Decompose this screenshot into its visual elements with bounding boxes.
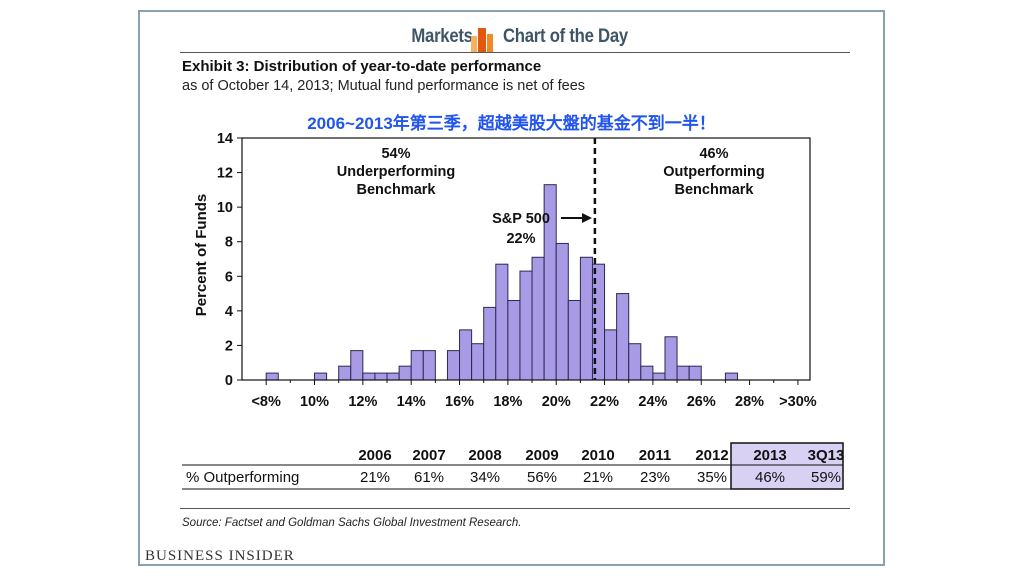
y-tick-label: 12 xyxy=(217,166,233,182)
histogram-bar xyxy=(640,365,654,381)
table-year-header: 2006 xyxy=(358,447,391,464)
x-tick-label: 12% xyxy=(348,394,377,410)
exhibit-title: Exhibit 3: Distribution of year-to-date … xyxy=(182,58,542,75)
table-year-header: 2008 xyxy=(468,447,501,464)
table-year-header: 2011 xyxy=(639,447,672,464)
chinese-annotation: 2006~2013年第三季，超越美股大盤的基金不到一半！ xyxy=(307,114,716,133)
y-tick-label: 10 xyxy=(217,200,233,216)
business-insider-logo: BUSINESS INSIDER xyxy=(145,548,295,564)
x-tick-label: 22% xyxy=(590,394,619,410)
x-tick-label: 20% xyxy=(542,394,571,410)
histogram-bar xyxy=(579,256,593,381)
chart-frame: Markets Chart of the Day Exhibit 3: Dist… xyxy=(138,10,885,566)
underperforming-pct: 54% xyxy=(381,146,410,162)
plot-area-border xyxy=(241,137,811,381)
histogram-bar xyxy=(664,336,678,381)
histogram-bar xyxy=(459,329,473,381)
x-tick-label: 14% xyxy=(397,394,426,410)
x-tick-label: 16% xyxy=(445,394,474,410)
table-year-header: 3Q13 xyxy=(808,447,845,464)
histogram-bar xyxy=(531,256,545,381)
table-value-cell: 46% xyxy=(755,469,785,486)
header-chart-of-the-day: Chart of the Day xyxy=(503,26,628,47)
histogram-bar xyxy=(422,350,436,381)
top-rule xyxy=(180,52,850,53)
table-year-header: 2012 xyxy=(695,447,728,464)
sp500-pct: 22% xyxy=(506,231,535,247)
histogram-bar xyxy=(386,372,400,381)
histogram-bar xyxy=(410,350,424,381)
y-tick-label: 0 xyxy=(225,373,233,389)
histogram-bar xyxy=(495,263,509,381)
bar-chart-icon xyxy=(471,28,493,52)
histogram-chart: Percent of Funds 0 2 4 6 8 10 12 14 <8% 10% 12% 14… xyxy=(182,131,845,490)
table-value-cell: 23% xyxy=(640,469,670,486)
histogram-bar xyxy=(724,372,738,381)
y-tick-label: 14 xyxy=(217,131,233,147)
sp500-label: S&P 500 xyxy=(492,211,550,227)
histogram-bar xyxy=(398,365,412,381)
histogram-bar xyxy=(567,299,581,381)
x-tick-label: 24% xyxy=(638,394,667,410)
table-value-cell: 56% xyxy=(527,469,557,486)
source-note: Source: Factset and Goldman Sachs Global… xyxy=(182,517,522,529)
histogram-bar xyxy=(604,329,618,381)
table-year-header: 2013 xyxy=(753,447,786,464)
histogram-bar xyxy=(338,365,352,381)
histogram-bar xyxy=(446,350,461,381)
y-tick-label: 6 xyxy=(225,269,233,285)
histogram-bar xyxy=(471,343,485,381)
exhibit-subtitle: as of October 14, 2013; Mutual fund perf… xyxy=(182,78,586,94)
table-year-header: 2010 xyxy=(581,447,614,464)
sp500-arrow xyxy=(561,213,592,223)
x-tick-label: 10% xyxy=(300,394,329,410)
histogram-bar xyxy=(628,343,642,381)
y-tick-label: 2 xyxy=(225,338,233,354)
histogram-bar xyxy=(374,372,388,381)
y-axis-label: Percent of Funds xyxy=(193,194,210,317)
x-tick-label: 26% xyxy=(687,394,716,410)
y-tick-label: 8 xyxy=(225,235,233,251)
outperforming-pct: 46% xyxy=(699,146,728,162)
histogram-bar xyxy=(519,270,533,381)
histogram-bar xyxy=(483,306,497,381)
histogram-bar xyxy=(676,365,690,381)
source-rule xyxy=(180,508,850,509)
outperforming-benchmark: Benchmark xyxy=(675,182,755,198)
header: Markets Chart of the Day xyxy=(140,26,883,56)
outperforming-label: Outperforming xyxy=(663,164,765,180)
table-highlight xyxy=(730,442,844,490)
x-tick-label: 28% xyxy=(735,394,764,410)
histogram-bar xyxy=(265,372,279,381)
histogram-bar xyxy=(350,350,364,381)
table-value-cell: 59% xyxy=(811,469,841,486)
table-value-cell: 61% xyxy=(414,469,444,486)
performance-table: % Outperforming 2006 21% 2007 61% 2008 34% 200… xyxy=(182,442,845,490)
table-year-header: 2007 xyxy=(412,447,445,464)
table-value-cell: 21% xyxy=(583,469,613,486)
header-markets: Markets xyxy=(411,26,474,47)
histogram-bar xyxy=(688,365,702,381)
histogram-bar xyxy=(507,299,521,381)
histogram-bar xyxy=(314,372,328,381)
table-row-label: % Outperforming xyxy=(186,469,299,486)
histogram-bar xyxy=(616,293,630,381)
histogram-bar xyxy=(362,372,376,381)
table-value-cell: 35% xyxy=(697,469,727,486)
underperforming-benchmark: Benchmark xyxy=(357,182,437,198)
table-year-header: 2009 xyxy=(525,447,558,464)
histogram-bar xyxy=(652,372,666,381)
table-value-cell: 34% xyxy=(470,469,500,486)
x-tick-label: >30% xyxy=(779,394,817,410)
table-value-cell: 21% xyxy=(360,469,390,486)
histogram-bar xyxy=(555,242,569,381)
x-tick-label: 18% xyxy=(493,394,522,410)
y-tick-label: 4 xyxy=(225,304,233,320)
underperforming-label: Underperforming xyxy=(337,164,455,180)
x-tick-label: <8% xyxy=(251,394,281,410)
